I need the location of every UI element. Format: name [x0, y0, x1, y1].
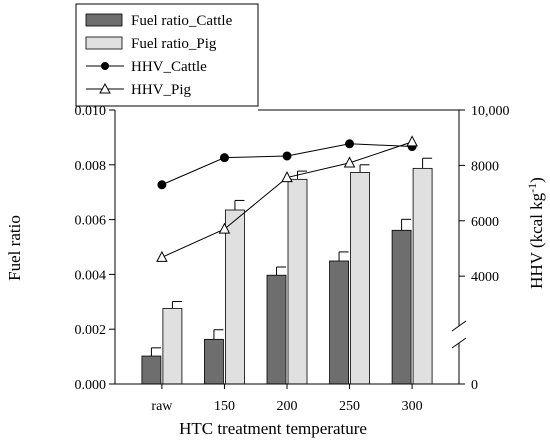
axis-break-mark-top [451, 320, 467, 332]
bar-fuel-ratio-cattle-300 [391, 229, 412, 385]
legend-label: HHV_Pig [131, 82, 192, 98]
bars-layer [141, 167, 433, 385]
legend-label: Fuel ratio_Cattle [131, 13, 233, 29]
bar-fuel-ratio-cattle-200 [266, 274, 287, 385]
x-tick-label-250: 250 [339, 399, 360, 414]
left-tick-label: 0.002 [75, 323, 107, 338]
x-tick-label-200: 200 [277, 399, 298, 414]
legend-label: Fuel ratio_Pig [131, 36, 217, 52]
bar-fuel-ratio-cattle-raw [141, 355, 162, 385]
right-tick-label: 4000 [471, 270, 499, 285]
right-tick-label: 0 [471, 378, 478, 393]
right-tick-label: 6000 [471, 215, 499, 230]
marker-hhv-cattle-150 [219, 153, 229, 163]
legend: Fuel ratio_Cattle Fuel ratio_Pig HHV_Cattl… [75, 3, 259, 107]
bar-fuel-ratio-cattle-250 [329, 260, 349, 385]
marker-hhv-pig-200 [281, 171, 293, 183]
left-tick-label: 0.006 [75, 214, 107, 229]
left-tick-label: 0.004 [75, 268, 107, 283]
right-tick-label: 8000 [471, 159, 499, 174]
right-y-axis-label-main: HHV (kcal kg [527, 192, 546, 288]
axes-layer: 0.000 0.002 0.004 0.006 0.008 0.010 0 4000 6000 8… [75, 104, 510, 414]
bar-fuel-ratio-cattle-150 [204, 338, 224, 385]
axis-break-mark-bottom [451, 337, 467, 349]
marker-hhv-cattle-250 [345, 139, 355, 149]
legend-label: HHV_Cattle [131, 59, 207, 75]
bar-fuel-ratio-pig-200 [287, 178, 308, 385]
legend-swatch-bar [85, 36, 123, 50]
left-tick-label: 0.010 [75, 104, 107, 119]
right-y-axis-label: HHV (kcal kg-1) [525, 177, 546, 289]
right-tick-label: 10,000 [471, 104, 510, 119]
x-tick-label-300: 300 [402, 399, 423, 414]
legend-marker-triangle [99, 82, 111, 94]
right-y-axis-label-sup: -1 [525, 183, 539, 193]
bar-fuel-ratio-pig-150 [225, 209, 245, 385]
bar-fuel-ratio-pig-300 [412, 167, 433, 385]
marker-hhv-pig-150 [218, 222, 231, 234]
error-bars-layer [150, 157, 433, 357]
lines-layer [156, 135, 418, 262]
marker-hhv-cattle-raw [157, 180, 167, 190]
left-tick-label: 0.000 [75, 378, 107, 393]
legend-swatch-bar [85, 13, 123, 27]
marker-hhv-pig-250 [343, 156, 356, 168]
marker-hhv-cattle-200 [282, 151, 292, 161]
bar-fuel-ratio-pig-250 [350, 172, 370, 385]
marker-hhv-pig-raw [156, 250, 168, 262]
left-y-axis-label: Fuel ratio [5, 215, 24, 281]
right-y-axis-label-close: ) [527, 177, 546, 183]
marker-hhv-pig-300 [406, 135, 418, 147]
bar-fuel-ratio-pig-raw [162, 307, 183, 385]
x-tick-label-150: 150 [214, 399, 235, 414]
left-tick-label: 0.008 [75, 159, 107, 174]
x-tick-label-raw: raw [151, 399, 173, 414]
legend-marker-circle [101, 62, 109, 70]
x-axis-label: HTC treatment temperature [179, 419, 367, 438]
